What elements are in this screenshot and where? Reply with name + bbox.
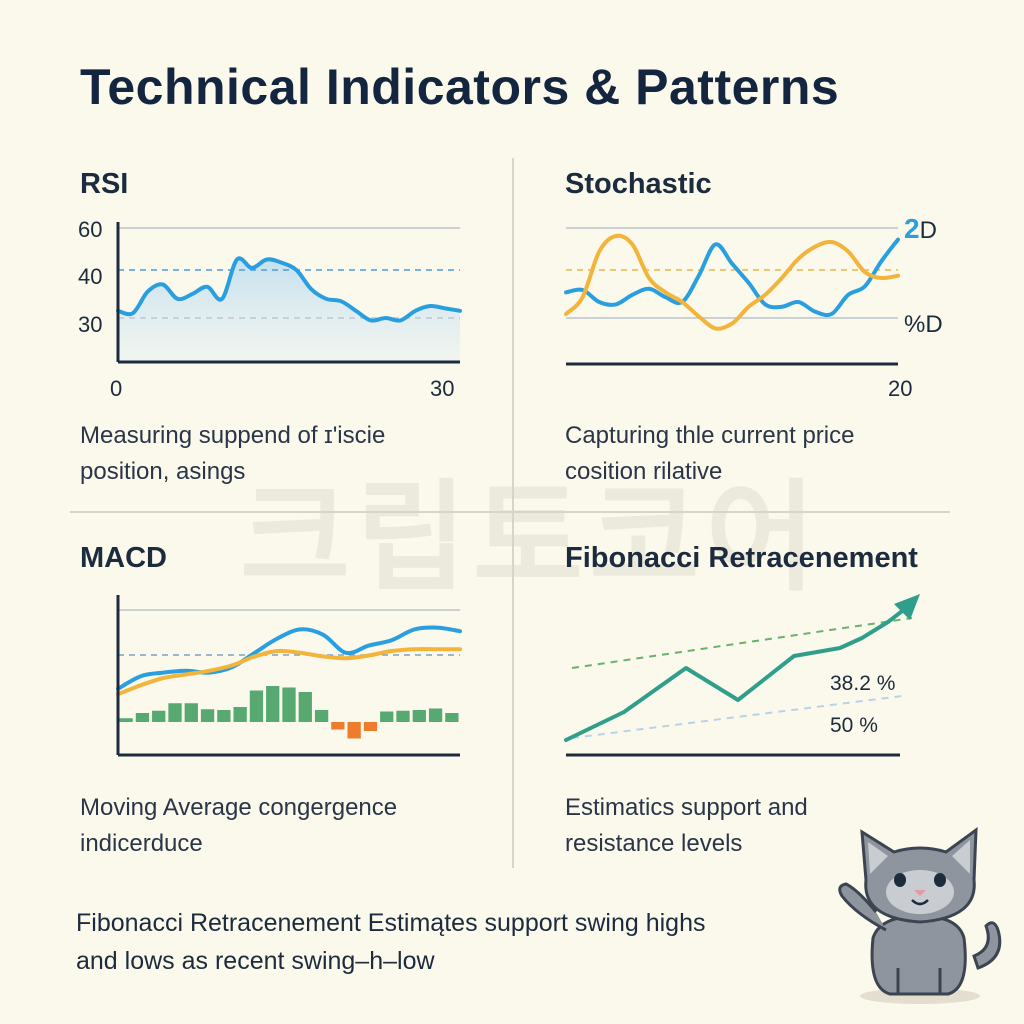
macd-histogram-bar bbox=[331, 722, 345, 730]
fib-level-label: 50 % bbox=[830, 714, 878, 737]
stoch-x-tick-label: 20 bbox=[888, 376, 912, 401]
macd-histogram-bar bbox=[217, 710, 231, 722]
macd-histogram-bar bbox=[249, 690, 264, 722]
fibonacci-description: Estimatics support and resistance levels bbox=[565, 790, 808, 862]
macd-histogram-bar bbox=[168, 703, 182, 722]
stochastic-desc-line2: cosition rilative bbox=[565, 458, 723, 485]
stoch-series-label: %D bbox=[904, 311, 943, 338]
macd-histogram-bar bbox=[314, 710, 329, 722]
fib-lower-trendline bbox=[571, 695, 903, 739]
footer-text: Fibonacci Retracenement Estimątes suppor… bbox=[76, 904, 705, 980]
fib-arrow-head bbox=[894, 594, 920, 620]
macd-histogram-bar bbox=[347, 722, 361, 739]
rsi-desc-line1: Measuring suppend of ɪ'iscie bbox=[80, 422, 386, 449]
macd-histogram-bar bbox=[184, 703, 198, 722]
rsi-desc-line2: position, asings bbox=[80, 458, 246, 485]
stoch-series-line bbox=[564, 233, 900, 331]
rsi-y-tick-label: 30 bbox=[78, 312, 102, 337]
stoch-series-line bbox=[564, 237, 900, 318]
macd-histogram-bar bbox=[135, 713, 150, 722]
fibonacci-desc-line2: resistance levels bbox=[565, 830, 743, 857]
rsi-description: Measuring suppend of ɪ'iscie position, a… bbox=[80, 418, 385, 490]
rsi-x-tick-label: 0 bbox=[110, 376, 122, 401]
stochastic-description: Capturing thle current price cosition ri… bbox=[565, 418, 854, 490]
fibonacci-desc-line1: Estimatics support and bbox=[565, 794, 808, 821]
macd-series-line bbox=[116, 625, 462, 691]
rsi-area-fill bbox=[118, 258, 460, 362]
rsi-series-line bbox=[116, 256, 462, 323]
macd-histogram-bar bbox=[380, 711, 394, 722]
macd-description: Moving Average congergence indicerduce bbox=[80, 790, 397, 862]
stoch-series-label: 2D bbox=[904, 213, 937, 244]
rsi-title: RSI bbox=[80, 168, 129, 200]
fib-price-line bbox=[564, 620, 890, 742]
macd-histogram-bar bbox=[152, 710, 166, 722]
macd-histogram-bar bbox=[363, 722, 378, 731]
macd-histogram-bar bbox=[396, 710, 410, 722]
stochastic-desc-line1: Capturing thle current price bbox=[565, 422, 855, 449]
cat-mascot-icon bbox=[838, 826, 1002, 1004]
macd-histogram-bar bbox=[445, 713, 459, 722]
rsi-y-tick-label: 40 bbox=[78, 264, 102, 289]
macd-histogram-bar bbox=[412, 710, 426, 722]
watermark: 크립토코어 bbox=[240, 469, 822, 608]
macd-histogram-bar bbox=[200, 709, 215, 722]
rsi-x-tick-label: 30 bbox=[430, 376, 454, 401]
rsi-y-tick-label: 60 bbox=[78, 217, 102, 242]
macd-title: MACD bbox=[80, 542, 167, 574]
macd-histogram-bar bbox=[266, 686, 280, 722]
macd-histogram-bar bbox=[298, 692, 312, 722]
fibonacci-title: Fibonacci Retracenement bbox=[565, 542, 918, 574]
fib-upper-trendline bbox=[571, 617, 913, 669]
page-title: Technical Indicators & Patterns bbox=[80, 59, 840, 115]
stochastic-title: Stochastic bbox=[565, 168, 712, 200]
macd-series-line bbox=[116, 647, 462, 697]
horizontal-divider bbox=[70, 511, 950, 513]
macd-histogram-bar bbox=[428, 708, 443, 722]
vertical-divider bbox=[512, 158, 514, 868]
macd-histogram-bar bbox=[233, 707, 247, 722]
macd-histogram-bar bbox=[282, 687, 296, 722]
macd-histogram-bar bbox=[119, 718, 133, 722]
macd-desc-line1: Moving Average congergence bbox=[80, 794, 398, 821]
footer-line2: and lows as recent swing–h–low bbox=[76, 947, 435, 975]
footer-line1: Fibonacci Retracenement Estimątes suppor… bbox=[76, 909, 706, 937]
macd-desc-line2: indicerduce bbox=[80, 830, 203, 857]
fib-level-label: 38.2 % bbox=[830, 672, 895, 695]
